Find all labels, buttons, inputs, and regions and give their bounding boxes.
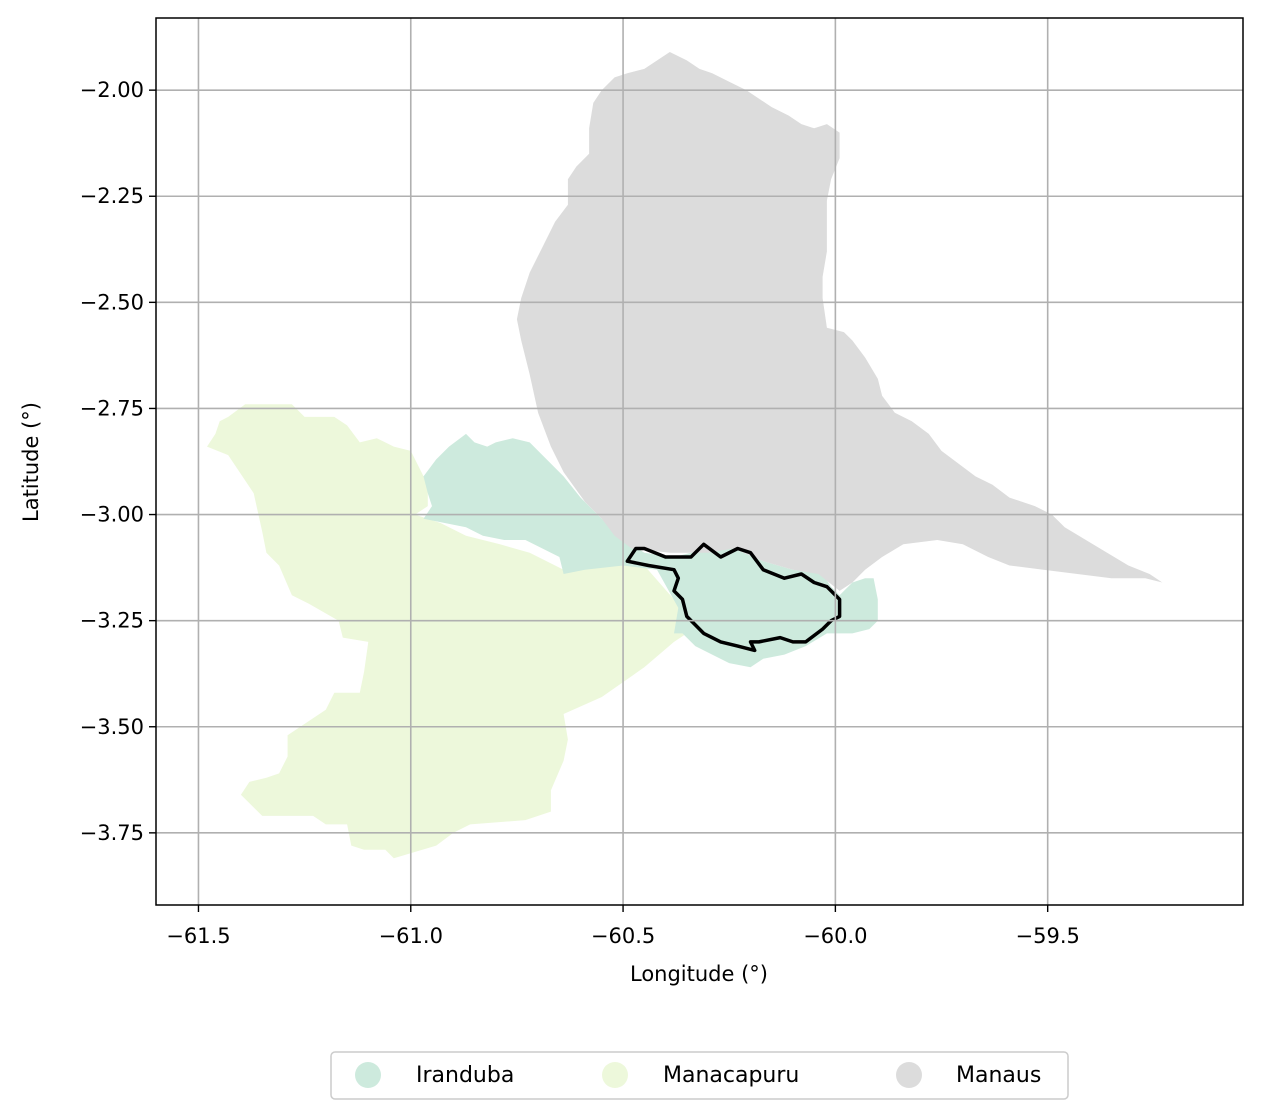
region-manacapuru xyxy=(207,404,696,859)
y-tick-label: −3.00 xyxy=(80,503,144,527)
x-tick-label: −60.0 xyxy=(803,924,867,948)
legend-label-manaus: Manaus xyxy=(956,1063,1041,1088)
x-axis-label: Longitude (°) xyxy=(630,962,768,986)
y-tick-label: −2.25 xyxy=(80,184,144,208)
x-axis-ticks: −61.5 −61.0 −60.5 −60.0 −59.5 xyxy=(166,905,1080,948)
y-tick-label: −2.00 xyxy=(80,78,144,102)
legend-marker-iranduba xyxy=(355,1062,381,1088)
legend-box xyxy=(330,1051,1069,1100)
region-iranduba xyxy=(423,433,878,668)
y-tick-label: −2.50 xyxy=(80,290,144,314)
highlight-outline xyxy=(625,542,842,653)
y-axis-ticks: −2.00 −2.25 −2.50 −2.75 −3.00 −3.25 −3.50 −3.75 xyxy=(80,78,156,845)
region-manaus xyxy=(516,52,1180,591)
y-tick-label: −2.75 xyxy=(80,396,144,420)
regions-layer xyxy=(207,52,1180,859)
legend-label-manacapuru: Manacapuru xyxy=(663,1063,799,1088)
x-tick-label: −61.0 xyxy=(379,924,443,948)
outline-layer xyxy=(625,542,842,653)
legend-marker-manaus xyxy=(896,1062,922,1088)
legend: Iranduba Manacapuru Manaus xyxy=(330,1051,1069,1100)
y-tick-label: −3.50 xyxy=(80,715,144,739)
x-tick-label: −61.5 xyxy=(166,924,230,948)
y-axis-label: Latitude (°) xyxy=(19,402,43,522)
y-tick-label: −3.75 xyxy=(80,821,144,845)
grid-layer xyxy=(156,18,1243,905)
legend-label-iranduba: Iranduba xyxy=(416,1063,514,1088)
plot-frame xyxy=(155,17,1244,906)
x-tick-label: −59.5 xyxy=(1016,924,1080,948)
legend-marker-manacapuru xyxy=(602,1062,628,1088)
x-tick-label: −60.5 xyxy=(591,924,655,948)
y-tick-label: −3.25 xyxy=(80,609,144,633)
